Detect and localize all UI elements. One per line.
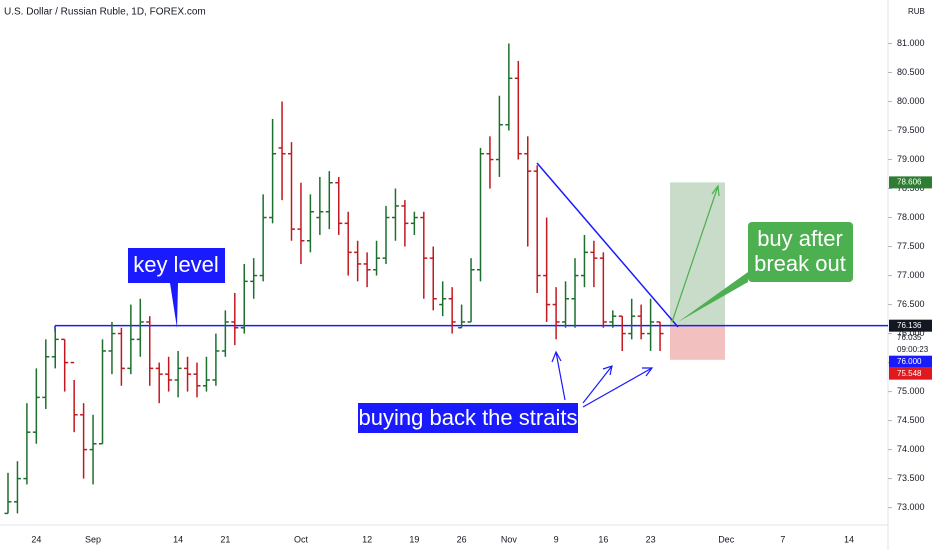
x-tick-label: 26 <box>457 534 467 544</box>
price-tag <box>889 319 932 332</box>
trend-line <box>536 162 679 328</box>
y-tick-label: 80.000 <box>897 96 925 106</box>
price-tag <box>889 176 932 189</box>
y-tick-label: 74.000 <box>897 444 925 454</box>
x-tick-label: 7 <box>780 534 785 544</box>
x-tick-label: 14 <box>844 534 854 544</box>
y-tick-label: 74.500 <box>897 415 925 425</box>
x-tick-label: 12 <box>362 534 372 544</box>
y-tick-label: 80.500 <box>897 67 925 77</box>
x-tick-label: Nov <box>501 534 518 544</box>
price-tag-label: 75.548 <box>897 369 922 378</box>
x-tick-label: 24 <box>31 534 41 544</box>
x-tick-label: Dec <box>718 534 735 544</box>
annotation: buy after <box>757 226 843 251</box>
price-tag-label: 76.136 <box>897 321 922 330</box>
stop-zone <box>670 325 725 360</box>
y-tick-label: 81.000 <box>897 38 925 48</box>
x-tick-label: 9 <box>554 534 559 544</box>
x-tick-label: 19 <box>409 534 419 544</box>
y-tick-label: 75.000 <box>897 386 925 396</box>
y-tick-label: 73.500 <box>897 473 925 483</box>
price-tag-label: 78.606 <box>897 177 922 186</box>
x-tick-label: 23 <box>646 534 656 544</box>
y-tick-label: 77.500 <box>897 241 925 251</box>
arrows <box>551 350 654 408</box>
currency: RUB <box>908 7 925 16</box>
annotation: key level <box>133 252 219 277</box>
y-tick-label: 79.500 <box>897 125 925 135</box>
chart-title: U.S. Dollar / Russian Ruble, 1D, FOREX.c… <box>4 7 206 18</box>
countdown: 09:00:23 <box>897 345 929 354</box>
y-tick-label: 76.500 <box>897 299 925 309</box>
y-tick-label: 73.000 <box>897 502 925 512</box>
callout-pointer <box>170 283 178 328</box>
x-tick-label: Oct <box>294 534 309 544</box>
x-tick-label: 16 <box>598 534 608 544</box>
price-tag <box>889 355 932 368</box>
callout-box <box>128 248 225 283</box>
price-tag-label: 76.000 <box>897 357 922 366</box>
x-tick-label: Sep <box>85 534 101 544</box>
y-tick-label: 76.000 <box>897 328 925 338</box>
callout-pointer <box>678 272 748 322</box>
y-tick-label: 78.000 <box>897 212 925 222</box>
y-tick-label: 79.000 <box>897 154 925 164</box>
x-tick-label: 14 <box>173 534 183 544</box>
y-tick-label: 77.000 <box>897 270 925 280</box>
price-tag-label: 76.035 <box>897 333 922 342</box>
annotation: break out <box>754 251 846 276</box>
annotation: buying back the straits <box>359 405 578 430</box>
callout-box <box>748 222 853 282</box>
x-tick-label: 21 <box>220 534 230 544</box>
target-arrow <box>671 184 720 323</box>
price-tag <box>889 367 932 380</box>
callout-box <box>358 403 578 433</box>
